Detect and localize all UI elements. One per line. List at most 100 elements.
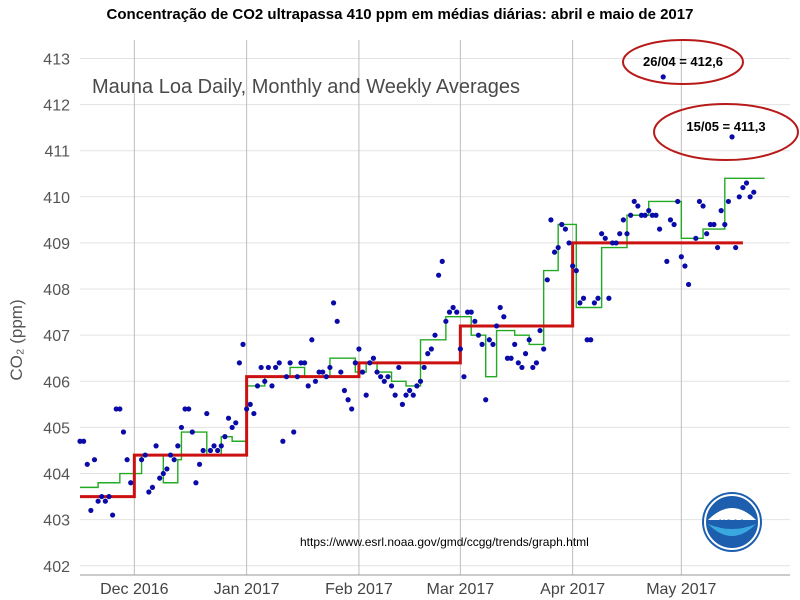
daily-point	[631, 198, 637, 205]
daily-point	[218, 443, 224, 449]
y-tick-label: 410	[43, 190, 70, 207]
y-axis-label: CO₂ (ppm)	[7, 299, 26, 380]
daily-point	[312, 378, 319, 384]
daily-point	[638, 212, 645, 218]
daily-point	[530, 364, 536, 371]
daily-point	[273, 364, 279, 371]
daily-point	[421, 364, 427, 371]
daily-point	[425, 351, 431, 357]
daily-point	[501, 314, 507, 320]
daily-point	[388, 383, 395, 389]
daily-point	[251, 410, 257, 417]
chart-subtitle: Mauna Loa Daily, Monthly and Weekly Aver…	[92, 76, 520, 98]
daily-point	[153, 443, 159, 449]
weekly-average-line	[80, 177, 765, 489]
y-axis-ticks: 402 403 404 405 406 407 408 409 410 411 412 413	[43, 51, 70, 575]
daily-point	[450, 304, 456, 311]
daily-point	[276, 360, 282, 366]
x-axis-ticks: Dec 2016 Jan 2017 Feb 2017 Mar 2017 Apr 2017…	[100, 581, 716, 598]
daily-point	[678, 254, 684, 260]
daily-point	[410, 392, 416, 398]
daily-point	[675, 198, 681, 205]
daily-point	[522, 351, 529, 357]
daily-point	[747, 194, 753, 200]
daily-point	[287, 360, 293, 366]
daily-point	[338, 369, 344, 375]
daily-point	[349, 406, 355, 412]
daily-point	[95, 498, 101, 504]
daily-point	[497, 304, 503, 311]
noaa-logo: NOAA	[702, 492, 762, 552]
x-tick-label: Jan 2017	[214, 581, 280, 598]
annotation-26-04: 26/04 = 412,6	[622, 39, 744, 85]
daily-point	[693, 235, 699, 241]
daily-point	[211, 443, 217, 449]
daily-point	[330, 300, 337, 306]
daily-point	[225, 415, 232, 421]
daily-point	[233, 420, 239, 426]
noaa-logo-ring	[704, 494, 760, 550]
daily-point	[711, 221, 717, 228]
daily-point	[120, 429, 127, 435]
daily-point	[707, 221, 713, 228]
daily-point	[526, 337, 532, 343]
daily-point	[725, 198, 732, 205]
daily-point	[146, 489, 152, 495]
daily-point	[396, 364, 402, 371]
daily-point	[751, 189, 757, 195]
daily-point	[309, 337, 315, 343]
daily-point	[88, 507, 94, 514]
daily-point	[110, 512, 116, 518]
daily-point	[685, 281, 692, 288]
daily-point	[446, 309, 453, 315]
daily-point	[454, 309, 460, 315]
daily-point	[175, 443, 181, 449]
daily-point	[178, 424, 185, 431]
daily-point	[696, 198, 703, 205]
daily-point	[258, 364, 264, 371]
daily-point	[359, 369, 366, 375]
daily-point	[323, 374, 329, 380]
series-layer	[77, 74, 765, 518]
daily-point	[381, 378, 387, 384]
daily-point	[200, 447, 206, 454]
daily-point	[334, 318, 340, 324]
daily-point	[182, 406, 188, 412]
daily-point	[548, 217, 554, 223]
daily-point	[490, 341, 496, 347]
daily-point	[301, 360, 308, 366]
daily-point	[541, 346, 547, 352]
daily-point	[704, 231, 710, 237]
daily-point	[432, 332, 438, 338]
daily-point	[113, 406, 119, 412]
y-tick-label: 404	[43, 467, 70, 484]
y-tick-label: 407	[43, 328, 70, 345]
daily-point	[595, 295, 601, 301]
daily-point	[403, 392, 409, 398]
daily-point	[700, 203, 706, 209]
daily-point	[736, 194, 742, 200]
noaa-logo-outer-circle	[702, 492, 762, 552]
annotation-15-05: 15/05 = 411,3	[653, 103, 799, 161]
daily-point	[294, 374, 300, 380]
daily-point	[193, 480, 199, 486]
daily-point	[247, 401, 253, 407]
x-tick-label: Feb 2017	[325, 581, 393, 598]
daily-point	[559, 221, 565, 228]
daily-point	[443, 318, 449, 324]
y-tick-label: 411	[44, 144, 70, 161]
daily-point	[562, 226, 569, 232]
daily-point	[551, 249, 558, 255]
daily-point	[664, 258, 670, 264]
daily-point	[327, 364, 333, 371]
daily-point	[280, 438, 286, 444]
daily-point	[262, 378, 268, 384]
daily-point	[653, 212, 659, 218]
daily-point	[461, 374, 467, 380]
daily-point	[483, 397, 489, 403]
daily-point	[714, 244, 721, 251]
x-tick-label: Apr 2017	[540, 581, 605, 598]
daily-point	[606, 295, 612, 301]
daily-point	[352, 360, 358, 366]
daily-point	[515, 360, 521, 366]
